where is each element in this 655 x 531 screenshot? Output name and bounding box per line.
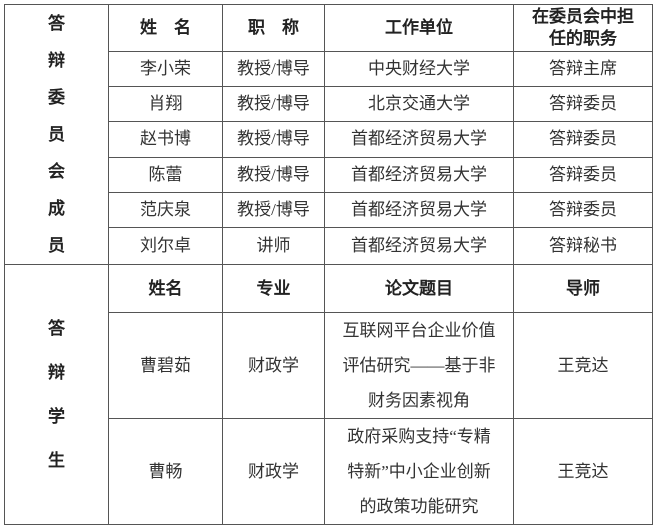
- member-role: 答辩委员: [513, 86, 653, 123]
- member-affiliation: 首都经济贸易大学: [324, 156, 514, 193]
- header-title: 职 称: [222, 3, 325, 53]
- member-role: 答辩委员: [513, 191, 653, 228]
- table-row: 曹畅 财政学 政府采购支持“专精 特新”中小企业创新 的政策功能研究 王竞达: [5, 418, 653, 525]
- member-affiliation: 首都经济贸易大学: [324, 121, 514, 158]
- label-char: 委: [48, 88, 65, 107]
- label-char: 辩: [48, 362, 65, 382]
- student-major: 财政学: [222, 418, 325, 525]
- member-affiliation: 中央财经大学: [324, 51, 514, 88]
- student-thesis: 互联网平台企业价值 评估研究——基于非 财务因素视角: [324, 312, 514, 419]
- member-role: 答辩委员: [513, 121, 653, 158]
- member-name: 陈蕾: [108, 156, 223, 193]
- table-row: 陈蕾 教授/博导 首都经济贸易大学 答辩委员: [5, 156, 653, 193]
- member-title: 教授/博导: [222, 86, 325, 123]
- thesis-line: 的政策功能研究: [359, 497, 479, 516]
- member-role: 答辩秘书: [513, 226, 653, 266]
- student-name: 曹碧茹: [108, 312, 223, 419]
- member-role: 答辩委员: [513, 156, 653, 193]
- thesis-line: 评估研究——基于非: [342, 356, 496, 375]
- table-row: 肖翔 教授/博导 北京交通大学 答辩委员: [5, 86, 653, 123]
- table-row: 刘尔卓 讲师 首都经济贸易大学 答辩秘书: [5, 226, 653, 266]
- table-row: 曹碧茹 财政学 互联网平台企业价值 评估研究——基于非 财务因素视角 王竞达: [5, 312, 653, 419]
- member-name: 范庆泉: [108, 191, 223, 228]
- thesis-line: 互联网平台企业价值: [342, 321, 496, 340]
- student-advisor: 王竞达: [513, 312, 653, 419]
- label-char: 学: [48, 406, 65, 426]
- member-title: 教授/博导: [222, 51, 325, 88]
- member-name: 李小荣: [108, 51, 223, 88]
- header-affiliation: 工作单位: [324, 3, 514, 53]
- member-role: 答辩主席: [513, 51, 653, 88]
- header-thesis: 论文题目: [324, 264, 514, 313]
- member-title: 教授/博导: [222, 121, 325, 158]
- member-affiliation: 北京交通大学: [324, 86, 514, 123]
- thesis-line: 特新”中小企业创新: [347, 462, 491, 481]
- header-role: 在委员会中担任的职务: [513, 3, 653, 53]
- students-header-row: 答 辩 学 生 姓名 专业 论文题目 导师: [4, 264, 653, 525]
- label-char: 辩: [48, 51, 65, 70]
- label-char: 生: [48, 450, 65, 470]
- label-char: 成: [48, 199, 65, 218]
- member-title: 讲师: [222, 226, 325, 266]
- students-section-label: 答 辩 学 生: [4, 264, 109, 525]
- committee-section-label: 答 辩 委 员 会 成 员: [4, 4, 109, 265]
- header-major: 专业: [222, 264, 325, 313]
- header-advisor: 导师: [513, 264, 653, 313]
- member-title: 教授/博导: [222, 191, 325, 228]
- label-char: 会: [48, 162, 65, 181]
- student-name: 曹畅: [108, 418, 223, 525]
- member-affiliation: 首都经济贸易大学: [324, 226, 514, 266]
- thesis-line: 政府采购支持“专精: [347, 427, 491, 446]
- student-advisor: 王竞达: [513, 418, 653, 525]
- defense-table: 答 辩 委 员 会 成 员 姓 名 职 称 工作单位 在委员会中担任的职务 李小…: [4, 3, 653, 525]
- member-name: 肖翔: [108, 86, 223, 123]
- label-char: 答: [48, 318, 65, 338]
- table-row: 范庆泉 教授/博导 首都经济贸易大学 答辩委员: [5, 191, 653, 228]
- header-name: 姓 名: [108, 3, 223, 53]
- table-row: 李小荣 教授/博导 中央财经大学 答辩主席: [5, 51, 653, 88]
- student-thesis: 政府采购支持“专精 特新”中小企业创新 的政策功能研究: [324, 418, 514, 525]
- student-major: 财政学: [222, 312, 325, 419]
- label-char: 员: [48, 125, 65, 144]
- member-title: 教授/博导: [222, 156, 325, 193]
- thesis-line: 财务因素视角: [368, 391, 470, 410]
- member-name: 赵书博: [108, 121, 223, 158]
- label-char: 答: [48, 14, 65, 33]
- table-row: 赵书博 教授/博导 首都经济贸易大学 答辩委员: [5, 121, 653, 158]
- member-name: 刘尔卓: [108, 226, 223, 266]
- header-student-name: 姓名: [108, 264, 223, 313]
- committee-header-row: 答 辩 委 员 会 成 员 姓 名 职 称 工作单位 在委员会中担任的职务: [4, 3, 653, 265]
- member-affiliation: 首都经济贸易大学: [324, 191, 514, 228]
- label-char: 员: [48, 236, 65, 255]
